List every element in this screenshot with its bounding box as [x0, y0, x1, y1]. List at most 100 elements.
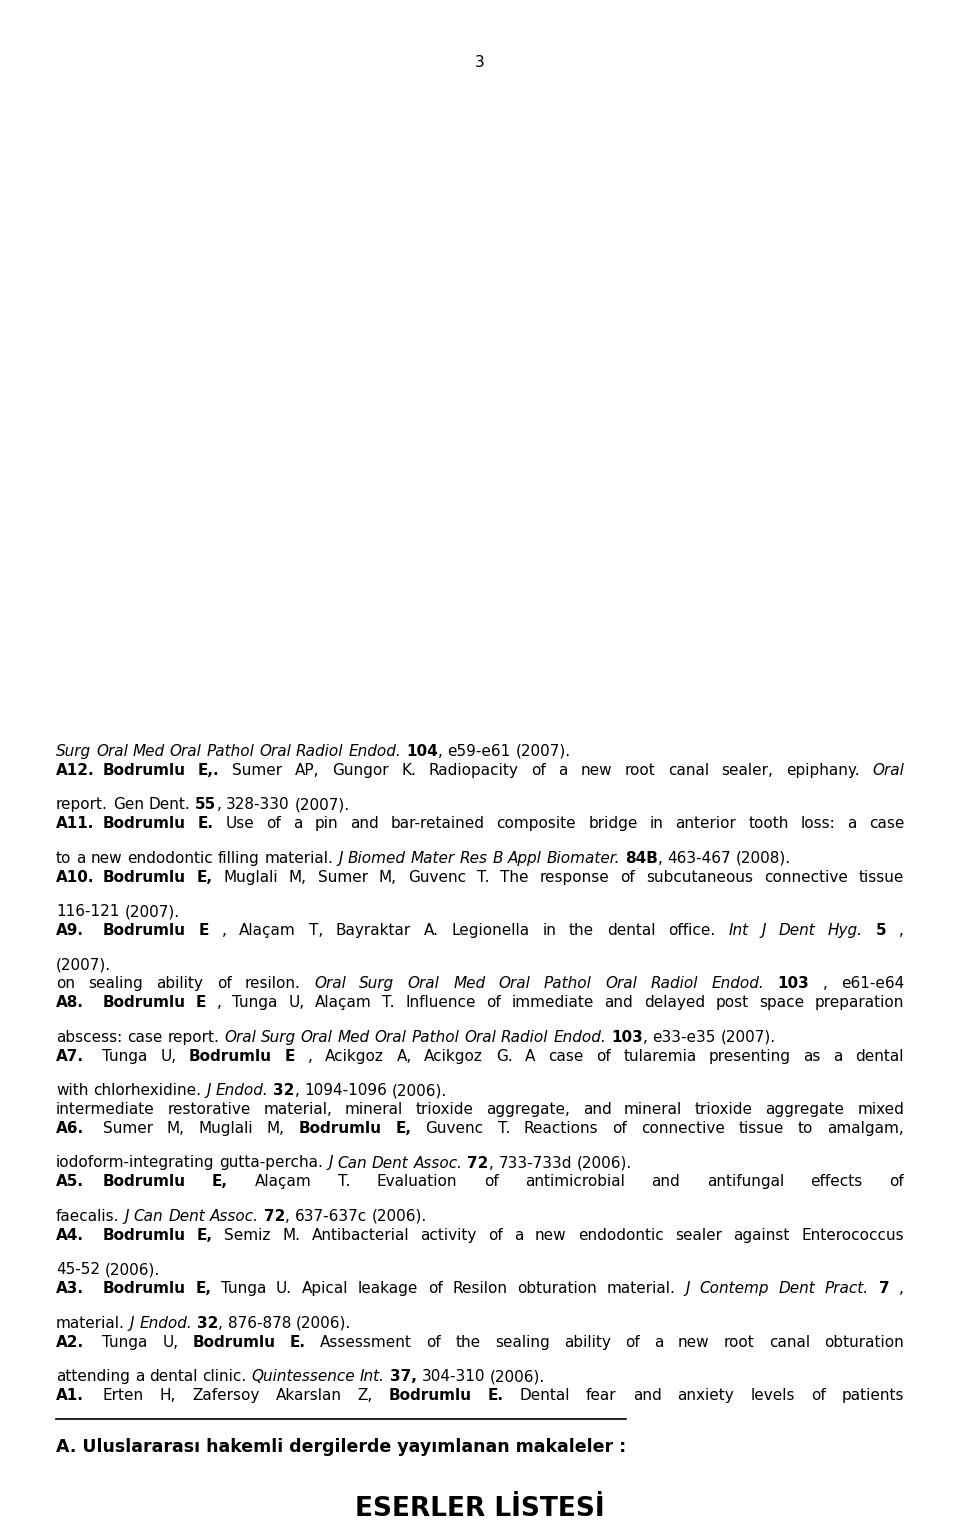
- Text: of: of: [486, 995, 501, 1010]
- Text: Endod.: Endod.: [711, 977, 764, 992]
- Text: Oral: Oral: [224, 1030, 256, 1044]
- Text: U,: U,: [162, 1335, 179, 1349]
- Text: E,: E,: [212, 1174, 228, 1190]
- Text: leakage: leakage: [358, 1281, 419, 1297]
- Text: Sumer: Sumer: [232, 762, 282, 778]
- Text: canal: canal: [668, 762, 708, 778]
- Text: E,: E,: [195, 1281, 211, 1297]
- Text: ,: ,: [217, 995, 222, 1010]
- Text: Dent: Dent: [372, 1156, 409, 1171]
- Text: antimicrobial: antimicrobial: [525, 1174, 625, 1190]
- Text: Tunga: Tunga: [232, 995, 277, 1010]
- Text: Gungor: Gungor: [332, 762, 389, 778]
- Text: E.: E.: [198, 816, 213, 831]
- Text: of: of: [620, 870, 635, 885]
- Text: Bodrumlu: Bodrumlu: [103, 1228, 185, 1243]
- Text: of: of: [428, 1281, 443, 1297]
- Text: Endod.: Endod.: [348, 744, 401, 759]
- Text: and: and: [605, 995, 634, 1010]
- Text: The: The: [500, 870, 529, 885]
- Text: E.: E.: [290, 1335, 306, 1349]
- Text: on: on: [56, 977, 75, 992]
- Text: case: case: [127, 1030, 162, 1044]
- Text: Oral: Oral: [314, 977, 346, 992]
- Text: of: of: [266, 816, 281, 831]
- Text: Bodrumlu: Bodrumlu: [299, 1121, 382, 1136]
- Text: mixed: mixed: [857, 1102, 904, 1118]
- Text: intermediate: intermediate: [56, 1102, 155, 1118]
- Text: A10.: A10.: [56, 870, 94, 885]
- Text: Bodrumlu: Bodrumlu: [103, 816, 185, 831]
- Text: E: E: [199, 923, 208, 939]
- Text: ability: ability: [156, 977, 204, 992]
- Text: e33-e35: e33-e35: [653, 1030, 716, 1044]
- Text: Pathol: Pathol: [206, 744, 254, 759]
- Text: 304-310: 304-310: [421, 1369, 485, 1384]
- Text: 55: 55: [195, 798, 217, 813]
- Text: Endod.: Endod.: [215, 1084, 268, 1098]
- Text: faecalis.: faecalis.: [56, 1209, 119, 1223]
- Text: Med: Med: [132, 744, 165, 759]
- Text: Bayraktar: Bayraktar: [336, 923, 411, 939]
- Text: Z,: Z,: [357, 1389, 372, 1402]
- Text: Sumer: Sumer: [318, 870, 368, 885]
- Text: ,: ,: [823, 977, 828, 992]
- Text: 876-878: 876-878: [228, 1315, 291, 1330]
- Text: ability: ability: [564, 1335, 611, 1349]
- Text: Bodrumlu: Bodrumlu: [103, 923, 185, 939]
- Text: A5.: A5.: [56, 1174, 84, 1190]
- Text: restorative: restorative: [167, 1102, 251, 1118]
- Text: of: of: [489, 1228, 503, 1243]
- Text: e61-e64: e61-e64: [841, 977, 904, 992]
- Text: 116-121: 116-121: [56, 905, 119, 919]
- Text: bridge: bridge: [588, 816, 637, 831]
- Text: in: in: [542, 923, 556, 939]
- Text: E.: E.: [488, 1389, 504, 1402]
- Text: of: of: [889, 1174, 904, 1190]
- Text: (2006).: (2006).: [105, 1263, 160, 1277]
- Text: Assoc.: Assoc.: [210, 1209, 259, 1223]
- Text: Med: Med: [338, 1030, 370, 1044]
- Text: tissue: tissue: [739, 1121, 784, 1136]
- Text: Int: Int: [729, 923, 749, 939]
- Text: material.: material.: [264, 851, 333, 867]
- Text: bar-retained: bar-retained: [391, 816, 485, 831]
- Text: ,: ,: [222, 923, 227, 939]
- Text: a: a: [559, 762, 567, 778]
- Text: clinic.: clinic.: [203, 1369, 247, 1384]
- Text: Tunga: Tunga: [103, 1335, 148, 1349]
- Text: delayed: delayed: [643, 995, 705, 1010]
- Text: ,: ,: [658, 851, 662, 867]
- Text: Bodrumlu: Bodrumlu: [103, 870, 185, 885]
- Text: Tunga: Tunga: [221, 1281, 266, 1297]
- Text: loss:: loss:: [801, 816, 835, 831]
- Text: M,: M,: [289, 870, 307, 885]
- Text: and: and: [583, 1102, 612, 1118]
- Text: Evaluation: Evaluation: [376, 1174, 457, 1190]
- Text: E: E: [285, 1049, 295, 1064]
- Text: Surg: Surg: [56, 744, 91, 759]
- Text: of: of: [612, 1121, 627, 1136]
- Text: Biomater.: Biomater.: [546, 851, 620, 867]
- Text: root: root: [625, 762, 656, 778]
- Text: Radiol: Radiol: [501, 1030, 548, 1044]
- Text: report.: report.: [167, 1030, 219, 1044]
- Text: obturation: obturation: [825, 1335, 904, 1349]
- Text: chlorhexidine.: chlorhexidine.: [93, 1084, 202, 1098]
- Text: of: of: [484, 1174, 498, 1190]
- Text: J: J: [338, 851, 343, 867]
- Text: activity: activity: [420, 1228, 477, 1243]
- Text: K.: K.: [401, 762, 416, 778]
- Text: (2007).: (2007).: [56, 958, 111, 972]
- Text: AP,: AP,: [295, 762, 320, 778]
- Text: in: in: [650, 816, 663, 831]
- Text: Apical: Apical: [301, 1281, 348, 1297]
- Text: attending: attending: [56, 1369, 130, 1384]
- Text: Use: Use: [226, 816, 254, 831]
- Text: connective: connective: [641, 1121, 725, 1136]
- Text: E,: E,: [197, 870, 212, 885]
- Text: Akarslan: Akarslan: [276, 1389, 342, 1402]
- Text: Alaçam: Alaçam: [254, 1174, 311, 1190]
- Text: of: of: [811, 1389, 826, 1402]
- Text: Radiol: Radiol: [650, 977, 698, 992]
